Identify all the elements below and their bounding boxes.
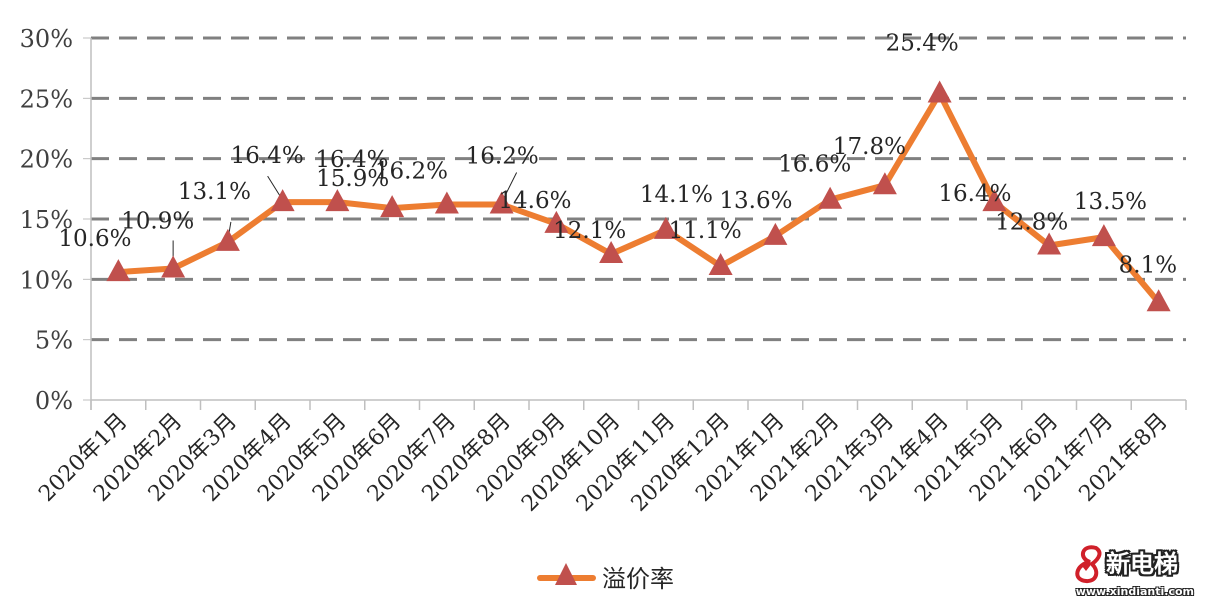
triangle-marker-icon: [270, 189, 295, 212]
data-label: 8.1%: [1119, 252, 1177, 278]
data-label: 17.8%: [833, 134, 906, 160]
data-label: 16.2%: [466, 144, 539, 170]
triangle-marker-icon: [434, 191, 459, 214]
triangle-marker-icon: [106, 259, 131, 282]
triangle-marker-icon: [1037, 232, 1062, 255]
data-label: 12.8%: [995, 210, 1068, 236]
y-tick-label: 20%: [20, 146, 73, 174]
triangle-marker-icon: [927, 80, 952, 103]
y-tick-label: 10%: [20, 266, 73, 294]
data-label: 16.2%: [375, 159, 448, 185]
triangle-marker-icon: [818, 186, 843, 209]
data-label: 15.9%: [316, 166, 389, 192]
y-tick-label: 30%: [20, 25, 73, 53]
data-label: 14.6%: [498, 188, 571, 214]
y-tick-label: 15%: [20, 206, 73, 234]
data-label: 10.9%: [121, 208, 194, 234]
elevator-logo-icon: [1075, 545, 1102, 584]
legend-triangle-marker-icon: [555, 563, 577, 585]
data-labels: 10.6%10.9%13.1%16.4% 16.4%15.9%16.2%16.2%…: [58, 31, 1177, 279]
triangle-marker-icon: [763, 222, 788, 245]
y-tick-label: 5%: [35, 327, 73, 355]
data-label: 16.4%: [938, 181, 1011, 207]
data-label: 13.6%: [719, 188, 792, 214]
watermark-brand: 新电梯: [1106, 550, 1178, 578]
data-label: 13.1%: [178, 179, 251, 205]
gridlines: [91, 36, 1186, 342]
legend: 溢价率: [537, 563, 674, 593]
triangle-marker-icon: [544, 210, 569, 233]
data-label: 16.4%: [315, 147, 388, 173]
triangle-marker-icon: [982, 189, 1007, 212]
data-label: 16.6%: [778, 152, 851, 178]
x-axis: 2020年1月2020年2月2020年3月2020年4月2020年5月2020年…: [34, 399, 1187, 517]
triangle-marker-icon: [599, 240, 624, 263]
triangle-marker-icon: [872, 172, 897, 195]
triangle-marker-icon: [708, 253, 733, 276]
triangle-marker-icon: [325, 189, 350, 212]
data-label: 11.1%: [669, 218, 742, 244]
data-label: 12.1%: [553, 218, 626, 244]
y-axis: 0% 5% 10% 15% 20% 25% 30%: [20, 25, 92, 415]
series-line-premium-rate: [115, 90, 1162, 306]
data-label: 14.1%: [640, 182, 713, 208]
triangle-marker-icon: [215, 228, 240, 251]
triangle-marker-icon: [653, 216, 678, 239]
data-label: 10.6%: [58, 226, 131, 252]
triangle-marker-icon: [1146, 289, 1171, 312]
watermark-url: www.xindianti.com: [1075, 585, 1194, 598]
triangle-marker-icon: [489, 191, 514, 214]
data-label: 25.4%: [886, 31, 959, 57]
triangle-marker-icon: [1091, 224, 1116, 247]
triangle-marker-icon: [161, 255, 186, 278]
data-label: 13.5%: [1074, 189, 1147, 215]
watermark-logo: 新电梯 www.xindianti.com: [1066, 540, 1196, 598]
data-label: 16.4%: [231, 143, 304, 169]
y-tick-label: 25%: [20, 85, 73, 113]
series-markers: [106, 80, 1171, 312]
legend-label: 溢价率: [602, 565, 674, 593]
triangle-marker-icon: [380, 195, 405, 218]
y-tick-label: 0%: [35, 387, 73, 415]
